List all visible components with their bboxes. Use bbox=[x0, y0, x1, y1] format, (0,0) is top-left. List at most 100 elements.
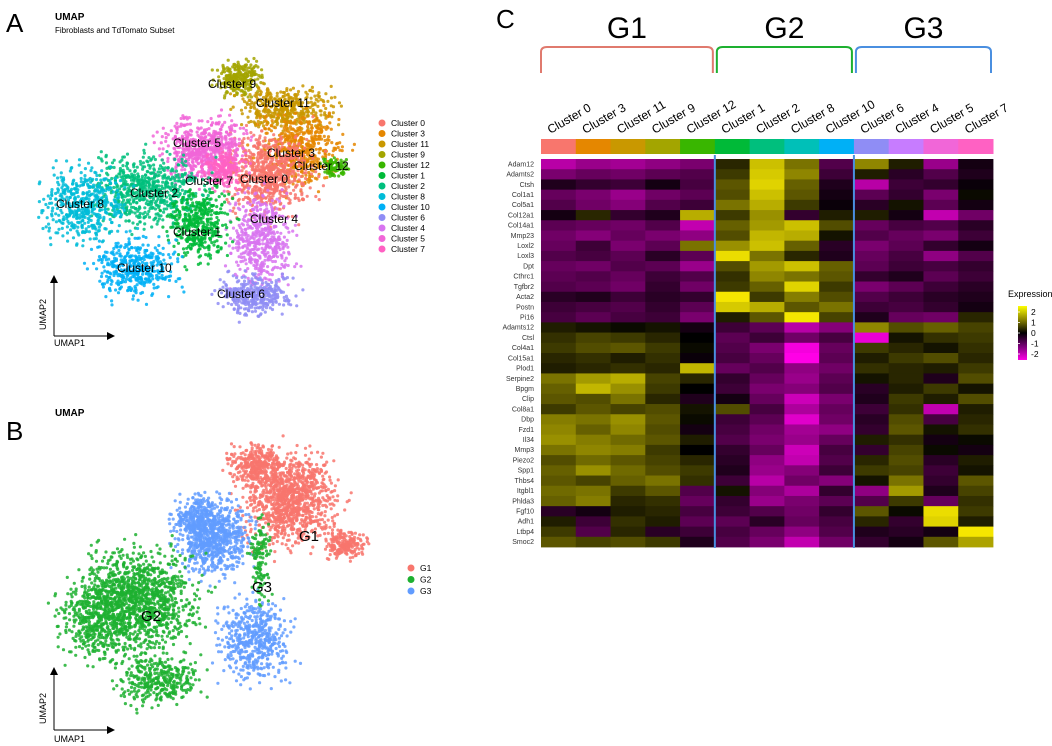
scatter-point bbox=[233, 150, 237, 154]
scatter-point bbox=[244, 160, 248, 164]
scatter-point bbox=[124, 175, 128, 179]
scatter-point bbox=[267, 228, 271, 232]
scatter-point bbox=[251, 164, 255, 168]
scatter-point bbox=[252, 152, 256, 156]
scatter-point bbox=[260, 233, 264, 237]
scatter-point bbox=[313, 119, 317, 123]
scatter-point bbox=[194, 194, 198, 198]
scatter-point bbox=[228, 209, 232, 213]
scatter-point bbox=[252, 65, 256, 69]
scatter-point bbox=[285, 191, 289, 195]
scatter-point bbox=[125, 213, 129, 217]
scatter-point bbox=[243, 90, 247, 94]
scatter-point bbox=[244, 262, 248, 266]
scatter-point bbox=[236, 192, 240, 196]
scatter-point bbox=[211, 132, 216, 136]
scatter-point bbox=[228, 76, 232, 80]
scatter-point bbox=[287, 250, 291, 254]
scatter-point bbox=[259, 120, 263, 125]
scatter-point bbox=[248, 102, 252, 107]
scatter-point bbox=[233, 203, 237, 207]
scatter-point bbox=[260, 246, 264, 250]
scatter-point bbox=[141, 155, 145, 159]
scatter-point bbox=[255, 59, 259, 63]
scatter-point bbox=[236, 263, 240, 267]
scatter-point bbox=[284, 294, 288, 298]
scatter-point bbox=[227, 192, 231, 196]
scatter-point bbox=[232, 93, 237, 98]
umap-title-a: UMAP bbox=[55, 12, 85, 23]
scatter-point bbox=[265, 239, 269, 244]
scatter-point bbox=[301, 288, 305, 292]
scatter-point bbox=[268, 91, 272, 95]
scatter-point bbox=[246, 59, 250, 64]
scatter-point bbox=[275, 197, 279, 201]
scatter-point bbox=[280, 188, 284, 192]
scatter-point bbox=[319, 113, 323, 117]
scatter-point bbox=[180, 197, 184, 201]
scatter-point bbox=[336, 145, 340, 150]
scatter-point bbox=[266, 290, 271, 295]
scatter-point bbox=[233, 129, 237, 133]
scatter-point bbox=[136, 172, 140, 176]
scatter-point bbox=[195, 130, 199, 134]
scatter-point bbox=[259, 90, 263, 94]
scatter-point bbox=[201, 193, 205, 198]
scatter-point bbox=[238, 64, 242, 68]
scatter-point bbox=[198, 202, 202, 206]
scatter-point bbox=[238, 237, 242, 241]
scatter-point bbox=[266, 188, 270, 192]
scatter-point bbox=[285, 120, 289, 124]
scatter-point bbox=[236, 67, 241, 71]
scatter-point bbox=[246, 267, 250, 271]
scatter-point bbox=[49, 243, 53, 247]
scatter-point bbox=[148, 166, 152, 170]
scatter-point bbox=[222, 70, 227, 74]
scatter-point bbox=[86, 161, 91, 165]
scatter-point bbox=[329, 96, 334, 100]
scatter-point bbox=[188, 242, 192, 246]
scatter-point bbox=[238, 226, 242, 230]
scatter-point bbox=[134, 207, 138, 211]
scatter-point bbox=[325, 175, 329, 180]
scatter-point bbox=[242, 137, 246, 141]
scatter-point bbox=[329, 127, 333, 131]
scatter-point bbox=[210, 292, 214, 296]
scatter-point bbox=[243, 64, 247, 68]
scatter-point bbox=[294, 294, 298, 298]
scatter-point bbox=[56, 176, 60, 180]
scatter-point bbox=[226, 212, 230, 216]
scatter-point bbox=[258, 255, 262, 259]
scatter-point bbox=[199, 126, 203, 130]
scatter-point bbox=[291, 229, 295, 233]
scatter-point bbox=[249, 119, 253, 124]
scatter-point bbox=[326, 135, 331, 139]
scatter-point bbox=[65, 159, 69, 163]
scatter-point bbox=[341, 132, 345, 136]
scatter-point bbox=[204, 162, 208, 166]
scatter-point bbox=[246, 115, 250, 119]
scatter-point bbox=[226, 301, 230, 305]
scatter-point bbox=[272, 133, 276, 137]
scatter-point bbox=[247, 154, 251, 158]
scatter-point bbox=[276, 266, 280, 270]
scatter-series-cluster-9 bbox=[210, 56, 266, 100]
scatter-point bbox=[317, 147, 321, 151]
scatter-point bbox=[179, 122, 183, 126]
scatter-point bbox=[124, 219, 128, 223]
scatter-point bbox=[249, 131, 253, 135]
scatter-point bbox=[233, 161, 237, 165]
scatter-point bbox=[253, 144, 257, 148]
scatter-point bbox=[252, 244, 256, 248]
scatter-point bbox=[233, 211, 238, 215]
scatter-point bbox=[316, 93, 320, 97]
scatter-point bbox=[146, 203, 150, 207]
scatter-point bbox=[239, 89, 243, 93]
scatter-point bbox=[202, 128, 207, 132]
scatter-point bbox=[279, 289, 283, 293]
scatter-point bbox=[173, 124, 177, 128]
scatter-point bbox=[299, 130, 303, 134]
scatter-point bbox=[230, 126, 234, 130]
scatter-point bbox=[152, 176, 156, 180]
scatter-point bbox=[253, 69, 257, 74]
